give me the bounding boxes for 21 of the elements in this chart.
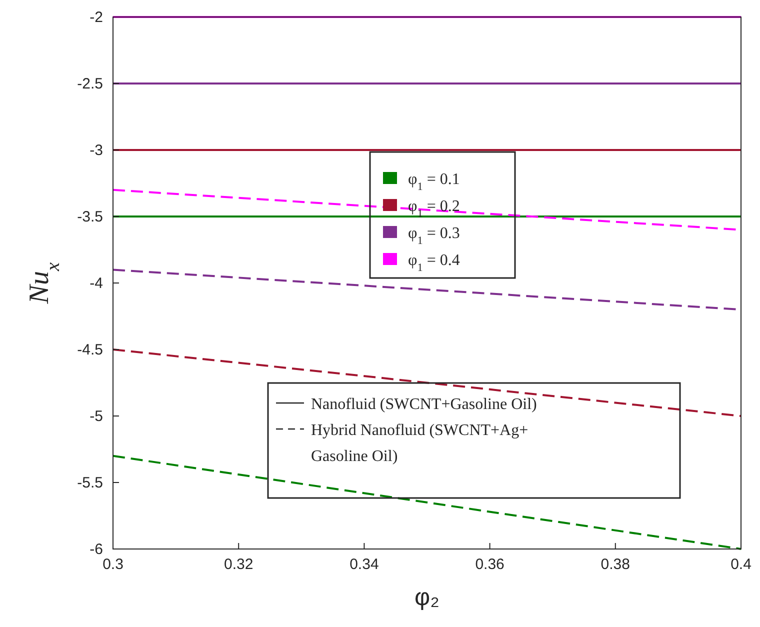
x-tick-label: 0.34 (350, 556, 379, 573)
y-tick-label: -5 (90, 408, 103, 425)
x-tick-label: 0.32 (224, 556, 254, 573)
y-tick-label: -4 (90, 275, 103, 292)
x-tick-label: 0.4 (730, 556, 752, 573)
legend-label: φ$_{1}$ = 0.3 (408, 225, 460, 247)
x-tick-label: 0.36 (475, 556, 504, 573)
y-tick-label: -2.5 (77, 76, 103, 92)
y-tick-label: -6 (90, 541, 103, 558)
y-tick-label: -3 (90, 142, 103, 159)
x-axis-title: φ₂ (414, 584, 440, 611)
legend-label: φ$_{1}$ = 0.1 (408, 171, 460, 193)
annotation: Hybrid Nanofluid (SWCNT+Ag+ Gasoline Oil) (311, 422, 528, 465)
legend-label: φ$_{1}$ = 0.4 (408, 252, 460, 274)
annotation: Nanofluid (SWCNT+Gasoline Oil) (311, 396, 537, 413)
x-tick-label: 0.3 (102, 556, 124, 573)
x-tick-label: 0.38 (600, 556, 630, 573)
y-tick-label: -2 (90, 9, 103, 26)
y-tick-label: -4.5 (77, 342, 103, 358)
y-tick-label: -5.5 (77, 474, 103, 492)
y-tick-label: -3.5 (77, 208, 103, 226)
